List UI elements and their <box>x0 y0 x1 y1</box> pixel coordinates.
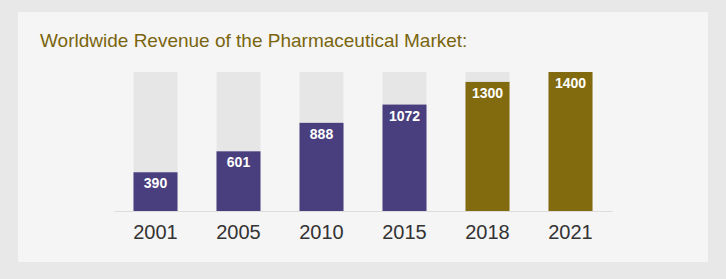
range-track <box>549 72 593 211</box>
background <box>0 0 726 279</box>
data-labels: 390 601 888 1072 1300 1400 <box>144 75 586 191</box>
range-track <box>383 72 427 211</box>
range-track <box>300 72 344 211</box>
plot-area <box>134 72 593 211</box>
x-axis: 2001 2005 2010 2015 2018 2021 <box>115 211 613 243</box>
x-tick: 2021 <box>548 211 593 243</box>
bar <box>300 123 344 211</box>
x-tick-label: 2005 <box>216 221 261 243</box>
data-label: 390 <box>144 175 168 191</box>
data-label: 1400 <box>555 75 586 91</box>
panel <box>18 12 708 262</box>
x-tick-label: 2001 <box>133 221 178 243</box>
bar <box>134 172 178 211</box>
range-track <box>134 72 178 211</box>
x-tick-label: 2018 <box>465 221 510 243</box>
data-label: 1072 <box>389 108 420 124</box>
data-label: 601 <box>227 154 251 170</box>
x-tick: 2005 <box>216 211 261 243</box>
bar <box>217 151 261 211</box>
range-track <box>217 72 261 211</box>
bar <box>383 105 427 211</box>
x-axis-line <box>115 211 613 212</box>
x-tick: 2010 <box>299 211 344 243</box>
x-tick-label: 2015 <box>382 221 427 243</box>
x-tick-label: 2021 <box>548 221 593 243</box>
data-label: 888 <box>310 126 334 142</box>
data-label: 1300 <box>472 85 503 101</box>
x-tick: 2015 <box>382 211 427 243</box>
bar <box>466 82 510 211</box>
x-tick-label: 2010 <box>299 221 344 243</box>
title: Worldwide Revenue of the Pharmaceutical … <box>40 30 467 51</box>
range-track <box>466 72 510 211</box>
x-tick: 2018 <box>465 211 510 243</box>
x-tick: 2001 <box>133 211 178 243</box>
bar <box>549 72 593 211</box>
